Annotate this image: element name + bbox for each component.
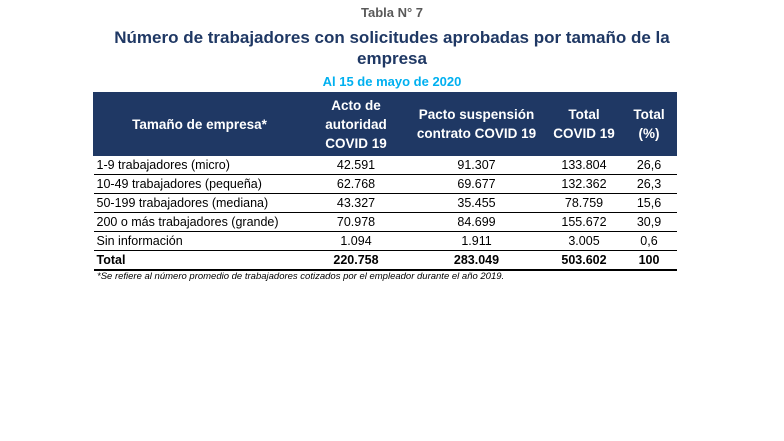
- row-pacto-suspension: 91.307: [406, 155, 547, 175]
- row-pacto-suspension: 35.455: [406, 193, 547, 213]
- header-total-percent: Total (%): [621, 92, 677, 156]
- row-category: 50-199 trabajadores (mediana): [93, 193, 306, 213]
- row-total-percent: 26,3: [621, 174, 677, 194]
- header-company-size: Tamaño de empresa*: [93, 92, 306, 156]
- row-pacto-suspension: 84.699: [406, 212, 547, 232]
- table-date-subtitle: Al 15 de mayo de 2020: [322, 74, 462, 89]
- row-total-covid: 133.804: [546, 155, 622, 175]
- table-row: 1-9 trabajadores (micro) 42.591 91.307 1…: [93, 155, 677, 175]
- row-acto-autoridad: 70.978: [305, 212, 407, 232]
- row-total-percent: 26,6: [621, 155, 677, 175]
- table-footnote: *Se refiere al número promedio de trabaj…: [97, 271, 505, 282]
- total-label: Total: [93, 250, 306, 271]
- row-total-covid: 132.362: [546, 174, 622, 194]
- table-title: Número de trabajadores con solicitudes a…: [114, 28, 670, 68]
- table-row: 10-49 trabajadores (pequeña) 62.768 69.6…: [93, 174, 677, 194]
- row-category: 10-49 trabajadores (pequeña): [93, 174, 306, 194]
- table-row: 50-199 trabajadores (mediana) 43.327 35.…: [93, 193, 677, 213]
- row-pacto-suspension: 1.911: [406, 231, 547, 251]
- row-acto-autoridad: 42.591: [305, 155, 407, 175]
- row-total-percent: 0,6: [621, 231, 677, 251]
- row-total-covid: 3.005: [546, 231, 622, 251]
- row-acto-autoridad: 1.094: [305, 231, 407, 251]
- header-total-covid: Total COVID 19: [546, 92, 622, 156]
- row-total-percent: 15,6: [621, 193, 677, 213]
- row-total-covid: 155.672: [546, 212, 622, 232]
- workers-by-company-size-table: Tamaño de empresa* Acto de autoridad COV…: [93, 92, 677, 271]
- row-total-covid: 78.759: [546, 193, 622, 213]
- row-category: 200 o más trabajadores (grande): [93, 212, 306, 232]
- table-row: 200 o más trabajadores (grande) 70.978 8…: [93, 212, 677, 232]
- header-pacto-suspension: Pacto suspensión contrato COVID 19: [406, 92, 547, 156]
- row-category: 1-9 trabajadores (micro): [93, 155, 306, 175]
- table-row: Sin información 1.094 1.911 3.005 0,6: [93, 231, 677, 251]
- table-header-row: Tamaño de empresa* Acto de autoridad COV…: [93, 92, 677, 156]
- row-acto-autoridad: 62.768: [305, 174, 407, 194]
- total-acto-autoridad: 220.758: [305, 250, 407, 271]
- row-pacto-suspension: 69.677: [406, 174, 547, 194]
- table-total-row: Total 220.758 283.049 503.602 100: [93, 250, 677, 271]
- total-percent: 100: [621, 250, 677, 271]
- header-acto-autoridad: Acto de autoridad COVID 19: [305, 92, 407, 156]
- total-covid: 503.602: [546, 250, 622, 271]
- total-pacto-suspension: 283.049: [406, 250, 547, 271]
- row-total-percent: 30,9: [621, 212, 677, 232]
- table-number-label: Tabla N° 7: [360, 5, 424, 20]
- row-category: Sin información: [93, 231, 306, 251]
- row-acto-autoridad: 43.327: [305, 193, 407, 213]
